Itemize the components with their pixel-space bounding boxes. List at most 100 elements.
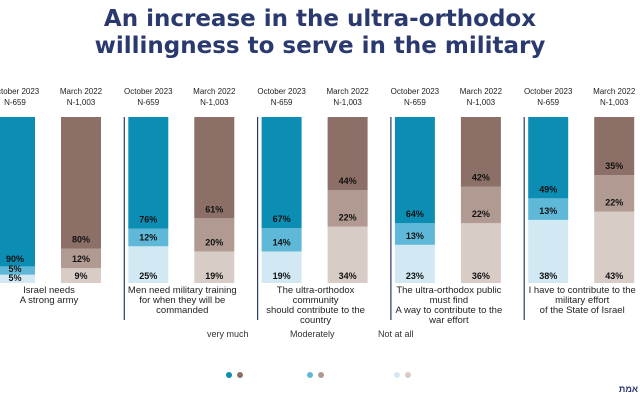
bar-segment-not-at-all (194, 251, 235, 283)
legend-dot-moderately-mar (318, 372, 324, 378)
bar-sample-size-label: N-659 (4, 98, 26, 107)
bar-survey-label: March 2022 (60, 87, 103, 96)
data-label-moderately: 22% (605, 198, 623, 208)
bar-segment-moderately (460, 186, 501, 224)
bar-segment-not-at-all (327, 226, 368, 283)
group-caption-line: for when they will be (139, 295, 225, 306)
data-label-very-much: 42% (472, 173, 490, 183)
bar-segment-not-at-all (460, 223, 501, 283)
bar-segment-not-at-all (394, 244, 435, 283)
data-label-not-at-all: 23% (406, 271, 424, 281)
data-label-very-much: 76% (139, 215, 157, 225)
bar-segment-very-much (460, 117, 501, 187)
data-label-moderately: 5% (8, 264, 21, 274)
data-label-moderately: 12% (72, 254, 90, 264)
bar-segment-not-at-all (128, 246, 169, 283)
bar-sample-size-label: N-659 (537, 98, 559, 107)
bar-segment-very-much (594, 117, 635, 176)
group-caption-line: The ultra-orthodox public (396, 285, 501, 296)
chart-title: An increase in the ultra-orthodox willin… (0, 6, 640, 60)
logo-text: אמת (618, 384, 638, 394)
legend-dot-moderately-oct (307, 372, 313, 378)
bar-segment-very-much (528, 117, 569, 199)
data-label-very-much: 61% (205, 204, 223, 214)
bar-sample-size-label: N-1,003 (67, 98, 96, 107)
bar-segment-moderately (194, 218, 235, 252)
legend-dot-very-much-mar (237, 372, 243, 378)
bar-sample-size-label: N-1,003 (467, 98, 496, 107)
bar-survey-label: March 2022 (593, 87, 636, 96)
data-label-not-at-all: 19% (273, 271, 291, 281)
group-caption-line: of the State of Israel (540, 305, 625, 316)
legend-dot-not-at-all-oct (394, 372, 400, 378)
bar-segment-moderately (61, 248, 101, 269)
group-caption-line: I have to contribute to the (529, 285, 636, 296)
bar-sample-size-label: N-659 (137, 98, 159, 107)
group-caption-line: country (300, 315, 331, 326)
data-label-very-much: 49% (539, 184, 557, 194)
group-caption-line: A strong army (20, 295, 79, 306)
bar-survey-label: October 2023 (524, 87, 573, 96)
bar-survey-label: October 2023 (124, 87, 173, 96)
group-caption-line: should contribute to the (266, 305, 365, 316)
data-label-moderately: 22% (472, 209, 490, 219)
data-label-not-at-all: 34% (339, 271, 357, 281)
group-caption-line: A way to contribute to the (396, 305, 503, 316)
bar-survey-label: March 2022 (460, 87, 503, 96)
bar-sample-size-label: N-659 (271, 98, 293, 107)
bar-segment-very-much (261, 117, 302, 229)
bar-segment-very-much (61, 117, 101, 249)
data-label-moderately: 13% (539, 206, 557, 216)
bar-segment-moderately (528, 198, 569, 220)
bar-segment-moderately (327, 190, 368, 227)
bar-segment-not-at-all (61, 268, 101, 283)
bar-survey-label: October 2023 (257, 87, 306, 96)
data-label-very-much: 64% (406, 209, 424, 219)
bar-segment-not-at-all (528, 219, 569, 283)
data-label-moderately: 22% (339, 213, 357, 223)
bar-survey-label: October 2023 (0, 87, 40, 96)
bar-segment-moderately (0, 266, 35, 275)
legend-dot-not-at-all-mar (405, 372, 411, 378)
bar-segment-moderately (128, 228, 169, 247)
bar-sample-size-label: N-1,003 (333, 98, 362, 107)
data-label-not-at-all: 38% (539, 271, 557, 281)
bar-segment-not-at-all (261, 251, 302, 283)
bar-segment-very-much (128, 117, 169, 229)
data-label-moderately: 14% (273, 237, 291, 247)
bar-segment-very-much (0, 117, 35, 267)
bar-segment-moderately (261, 228, 302, 252)
group-caption-line: The ultra-orthodox (277, 285, 355, 296)
bar-segment-very-much (394, 117, 435, 224)
data-label-very-much: 35% (605, 161, 623, 171)
bar-segment-not-at-all (594, 211, 635, 283)
bar-segment-very-much (327, 117, 368, 191)
data-label-not-at-all: 43% (605, 271, 623, 281)
data-label-not-at-all: 9% (74, 271, 87, 281)
group-caption-line: must find (430, 295, 469, 306)
bar-survey-label: March 2022 (326, 87, 369, 96)
bar-survey-label: October 2023 (391, 87, 440, 96)
bar-segment-moderately (594, 175, 635, 212)
legend-label-very-much: very much (207, 329, 249, 339)
group-caption-line: military effort (555, 295, 610, 306)
data-label-very-much: 44% (339, 176, 357, 186)
bar-sample-size-label: N-1,003 (600, 98, 629, 107)
data-label-not-at-all: 25% (139, 271, 157, 281)
group-caption-line: community (293, 295, 339, 306)
bar-segment-not-at-all (0, 274, 35, 283)
data-label-not-at-all: 19% (205, 271, 223, 281)
bar-survey-label: March 2022 (193, 87, 236, 96)
chart-title-line-1: An increase in the ultra-orthodox (103, 6, 537, 32)
chart-title-line-2: willingness to serve in the military (94, 33, 546, 59)
legend-label-not-at-all: Not at all (378, 329, 414, 339)
data-label-moderately: 20% (205, 237, 223, 247)
data-label-not-at-all: 5% (8, 273, 21, 283)
bar-segment-very-much (194, 117, 235, 219)
data-label-not-at-all: 36% (472, 271, 490, 281)
group-caption-line: Men need military training (128, 285, 237, 296)
data-label-very-much: 90% (6, 254, 24, 264)
legend-dot-very-much-oct (226, 372, 232, 378)
data-label-very-much: 67% (273, 214, 291, 224)
